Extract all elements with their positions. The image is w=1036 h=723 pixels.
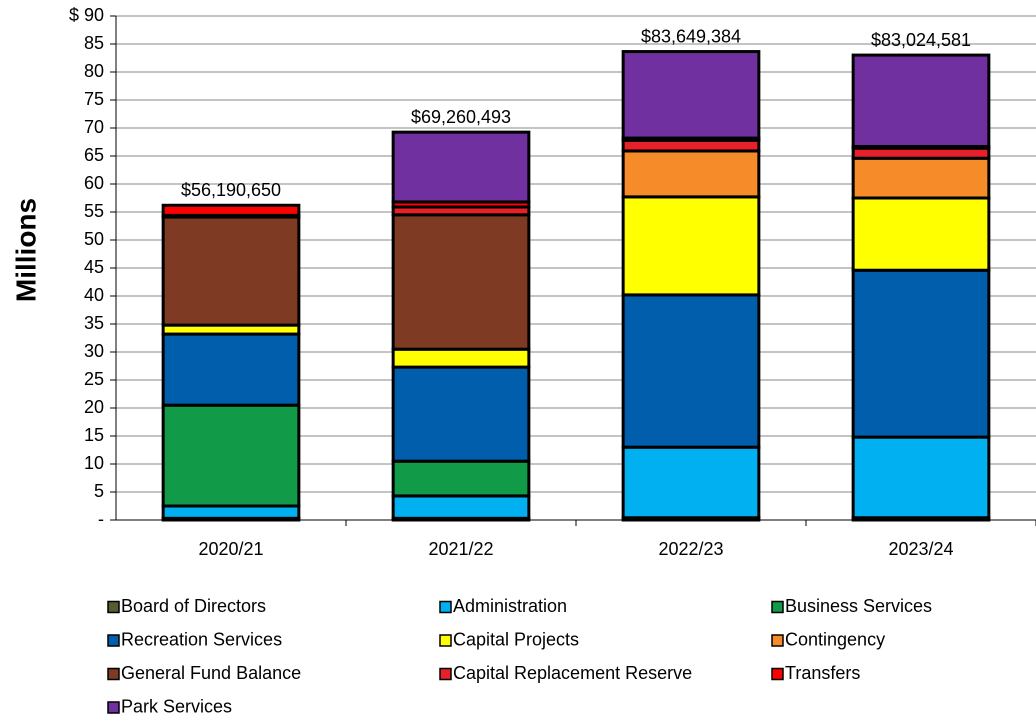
y-tick-label: 60 (84, 173, 104, 193)
bar-segment (161, 332, 301, 407)
bar-segment (391, 494, 531, 520)
y-tick-label: 20 (84, 397, 104, 417)
y-tick-label: 35 (84, 313, 104, 333)
total-label: $83,024,581 (871, 30, 971, 50)
y-tick-label: 55 (84, 201, 104, 221)
legend-label: Administration (453, 596, 567, 616)
bar-segment (851, 435, 991, 520)
bar-segment (391, 130, 531, 204)
bar-segment (161, 215, 301, 327)
legend-swatch (439, 600, 452, 614)
y-tick-label: 70 (84, 117, 104, 137)
y-tick-label: - (98, 509, 104, 529)
total-label: $83,649,384 (641, 26, 741, 46)
y-axis-label: Millions (10, 198, 41, 302)
x-tick-label: 2023/24 (888, 539, 953, 559)
legend-swatch (439, 667, 452, 681)
y-tick-label: 25 (84, 369, 104, 389)
bar-segment (621, 293, 761, 449)
y-tick-label: 65 (84, 145, 104, 165)
bar-segment (851, 196, 991, 272)
bar-segment (391, 213, 531, 351)
legend-label: Board of Directors (121, 596, 266, 616)
y-tick-label: 45 (84, 257, 104, 277)
bar-segment (161, 203, 301, 217)
bar-segment (161, 504, 301, 520)
legend-label: Capital Projects (453, 629, 579, 649)
bar-segment (851, 156, 991, 200)
legend-swatch (771, 667, 784, 681)
legend-swatch (107, 701, 120, 714)
legend-label: Recreation Services (121, 629, 282, 649)
bar-segment (621, 149, 761, 199)
bar-segment (851, 146, 991, 160)
total-label: $56,190,650 (181, 180, 281, 200)
y-tick-label: 75 (84, 89, 104, 109)
legend-swatch (107, 634, 120, 647)
total-label: $69,260,493 (411, 107, 511, 127)
legend-label: Business Services (785, 596, 932, 616)
x-tick-label: 2021/22 (428, 539, 493, 559)
legend-label: General Fund Balance (121, 663, 301, 683)
y-tick-label: 80 (84, 61, 104, 81)
legend-label: Contingency (785, 629, 885, 649)
legend-swatch (107, 600, 120, 614)
x-tick-label: 2022/23 (658, 539, 723, 559)
y-tick-label: 85 (84, 33, 104, 53)
legend-label: Park Services (121, 696, 232, 716)
bar-segment (851, 53, 991, 148)
bar-segment (621, 445, 761, 520)
bar-segment (161, 403, 301, 508)
legend-swatch (107, 667, 120, 681)
legend-swatch (771, 600, 784, 614)
bar-segment (621, 50, 761, 140)
y-tick-label: $ 90 (69, 5, 104, 25)
bar-segment (391, 347, 531, 369)
bar-segment (391, 365, 531, 463)
bar-segment (621, 195, 761, 297)
legend-swatch (771, 634, 784, 647)
y-tick-label: 15 (84, 425, 104, 445)
y-tick-label: 10 (84, 453, 104, 473)
legend-label: Capital Replacement Reserve (453, 663, 692, 683)
x-tick-label: 2020/21 (198, 539, 263, 559)
legend-swatch (439, 634, 452, 647)
y-tick-label: 50 (84, 229, 104, 249)
bar-segment (621, 138, 761, 153)
bar-segment (391, 459, 531, 498)
bar-segment (851, 268, 991, 439)
legend-label: Transfers (785, 663, 860, 683)
y-tick-label: 30 (84, 341, 104, 361)
y-tick-label: 40 (84, 285, 104, 305)
y-tick-label: 5 (94, 481, 104, 501)
